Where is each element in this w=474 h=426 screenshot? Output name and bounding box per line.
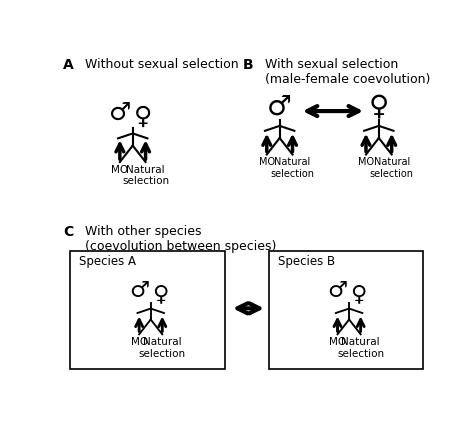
Text: A: A — [63, 58, 73, 72]
Text: MO: MO — [111, 164, 128, 174]
Text: Natural
selection: Natural selection — [337, 336, 384, 358]
Text: Natural
selection: Natural selection — [122, 164, 169, 186]
Text: MO: MO — [259, 157, 275, 167]
Text: Without sexual selection: Without sexual selection — [85, 58, 238, 71]
Text: ♀: ♀ — [350, 284, 366, 304]
Text: ♂: ♂ — [267, 92, 292, 120]
Text: ♂: ♂ — [129, 281, 149, 301]
Text: C: C — [63, 225, 73, 239]
Text: ♀: ♀ — [152, 284, 168, 304]
Text: Natural
selection: Natural selection — [139, 336, 186, 358]
Text: MO: MO — [358, 157, 374, 167]
Text: Species B: Species B — [278, 254, 335, 268]
Bar — [269, 251, 423, 369]
Text: ♂: ♂ — [109, 101, 131, 125]
Text: MO: MO — [130, 336, 148, 346]
Text: ♀: ♀ — [369, 92, 389, 120]
Text: ♂: ♂ — [328, 281, 347, 301]
Text: MO: MO — [329, 336, 346, 346]
Text: With other species
(coevolution between species): With other species (coevolution between … — [85, 225, 276, 253]
Text: B: B — [243, 58, 254, 72]
Text: Natural
selection: Natural selection — [271, 157, 315, 178]
Text: Species A: Species A — [80, 254, 137, 268]
Text: With sexual selection
(male-female coevolution): With sexual selection (male-female coevo… — [265, 58, 430, 86]
Text: Natural
selection: Natural selection — [370, 157, 414, 178]
Bar — [70, 251, 225, 369]
Text: ♀: ♀ — [134, 104, 152, 128]
